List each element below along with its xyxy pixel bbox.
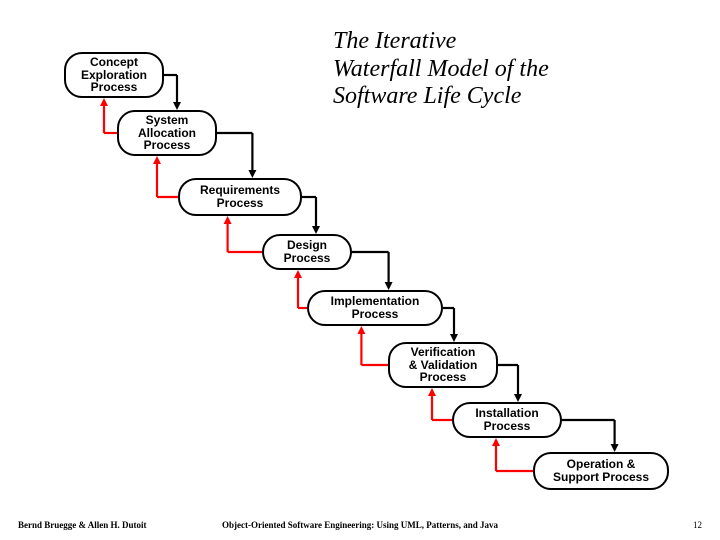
process-node-5: Verification& ValidationProcess (388, 342, 498, 388)
footer-author: Bernd Bruegge & Allen H. Dutoit (18, 520, 147, 530)
process-node-6: InstallationProcess (452, 402, 562, 438)
process-node-2: RequirementsProcess (178, 178, 302, 216)
footer-booktitle: Object-Oriented Software Engineering: Us… (222, 520, 498, 530)
process-node-4: ImplementationProcess (307, 290, 443, 326)
diagram-title: The IterativeWaterfall Model of theSoftw… (333, 28, 549, 111)
footer-pagenum: 12 (693, 520, 702, 530)
process-node-7: Operation &Support Process (533, 452, 669, 490)
process-node-0: ConceptExplorationProcess (64, 52, 164, 98)
process-node-1: SystemAllocationProcess (117, 110, 217, 156)
process-node-3: DesignProcess (262, 234, 352, 270)
